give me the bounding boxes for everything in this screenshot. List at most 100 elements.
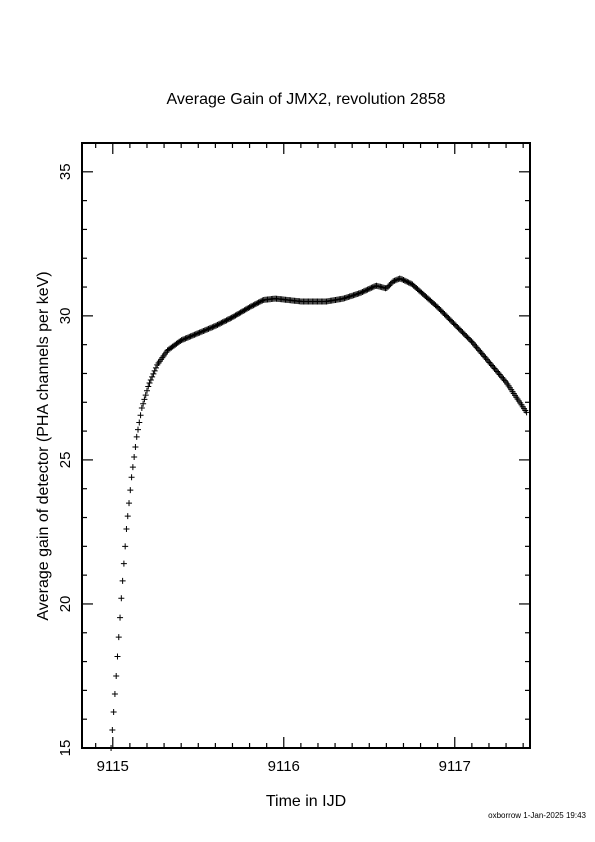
data-point — [147, 376, 154, 383]
data-point — [200, 327, 207, 334]
data-point — [363, 287, 370, 294]
data-point — [197, 329, 204, 336]
data-point — [454, 324, 461, 331]
x-axis-label: Time in IJD — [266, 793, 346, 810]
data-point — [141, 396, 148, 403]
data-point — [179, 336, 186, 343]
data-point — [195, 330, 202, 337]
data-point — [453, 322, 460, 329]
x-tick-label: 9115 — [97, 758, 129, 775]
data-point — [438, 308, 445, 315]
data-point — [406, 280, 413, 287]
data-point — [213, 322, 220, 329]
data-point — [120, 560, 127, 567]
data-point — [217, 320, 224, 327]
data-point — [365, 286, 372, 293]
data-point — [132, 443, 139, 450]
data-point — [208, 324, 215, 331]
data-point — [458, 327, 465, 334]
data-point — [468, 338, 475, 345]
data-point — [201, 327, 208, 334]
data-point — [523, 409, 530, 416]
y-tick-label: 25 — [57, 452, 74, 469]
data-point — [394, 276, 401, 283]
footer-stamp: oxborrow 1-Jan-2025 19:43 — [488, 811, 586, 820]
data-point — [126, 500, 133, 507]
data-point — [196, 329, 203, 336]
data-point — [202, 326, 209, 333]
data-point — [456, 326, 463, 333]
data-point — [146, 379, 153, 386]
data-point — [397, 275, 404, 282]
data-point — [392, 277, 399, 284]
data-point — [191, 331, 198, 338]
data-point — [136, 419, 143, 426]
data-point — [435, 304, 442, 311]
data-point — [114, 653, 121, 660]
data-point — [150, 370, 157, 377]
data-point — [467, 337, 474, 344]
x-tick-label: 9117 — [439, 758, 471, 775]
data-point — [210, 323, 217, 330]
data-point — [118, 595, 125, 602]
data-point — [115, 634, 122, 641]
data-point — [387, 280, 394, 287]
data-point — [383, 285, 390, 292]
data-point — [149, 373, 156, 380]
data-point — [124, 513, 131, 520]
data-point — [186, 333, 193, 340]
data-point — [152, 364, 159, 371]
data-point — [464, 334, 471, 341]
y-tick-label: 30 — [57, 308, 74, 325]
data-point — [462, 331, 469, 338]
data-point — [222, 317, 229, 324]
data-point — [183, 335, 190, 342]
data-point — [131, 454, 138, 461]
data-point — [122, 543, 129, 550]
data-point — [360, 288, 367, 295]
data-point — [205, 325, 212, 332]
data-point — [451, 321, 458, 328]
data-point — [359, 289, 366, 296]
data-point — [404, 278, 411, 285]
data-point — [463, 333, 470, 340]
data-point — [226, 316, 233, 323]
axis-ticks — [82, 142, 530, 749]
data-point — [223, 317, 230, 324]
data-point — [228, 314, 235, 321]
data-point — [143, 387, 150, 394]
data-point — [218, 319, 225, 326]
data-point — [215, 321, 222, 328]
data-point — [455, 325, 462, 332]
data-point — [138, 405, 145, 412]
data-point — [369, 284, 376, 291]
data-point — [385, 283, 392, 290]
data-point — [358, 289, 365, 296]
data-point — [447, 317, 454, 324]
y-tick-label: 35 — [57, 163, 74, 180]
tick-labels: 9115 9116 9117 15 20 25 30 35 — [57, 163, 471, 775]
x-tick-label: 9116 — [268, 758, 300, 775]
data-point — [440, 309, 447, 316]
data-point — [250, 302, 257, 309]
data-point — [127, 487, 134, 494]
data-points — [108, 275, 530, 751]
data-point — [119, 577, 126, 584]
data-point — [142, 392, 149, 399]
y-tick-label: 15 — [57, 740, 74, 757]
data-point — [199, 328, 206, 335]
data-point — [128, 474, 135, 481]
data-point — [193, 330, 200, 337]
data-point — [140, 400, 147, 407]
data-point — [403, 278, 410, 285]
data-point — [444, 313, 451, 320]
data-point — [117, 614, 124, 621]
data-point — [227, 315, 234, 322]
data-point — [111, 690, 118, 697]
data-point — [109, 726, 116, 733]
data-point — [137, 412, 144, 419]
data-point — [399, 276, 406, 283]
data-point — [135, 426, 141, 433]
data-point — [192, 331, 199, 338]
data-point — [259, 297, 266, 304]
